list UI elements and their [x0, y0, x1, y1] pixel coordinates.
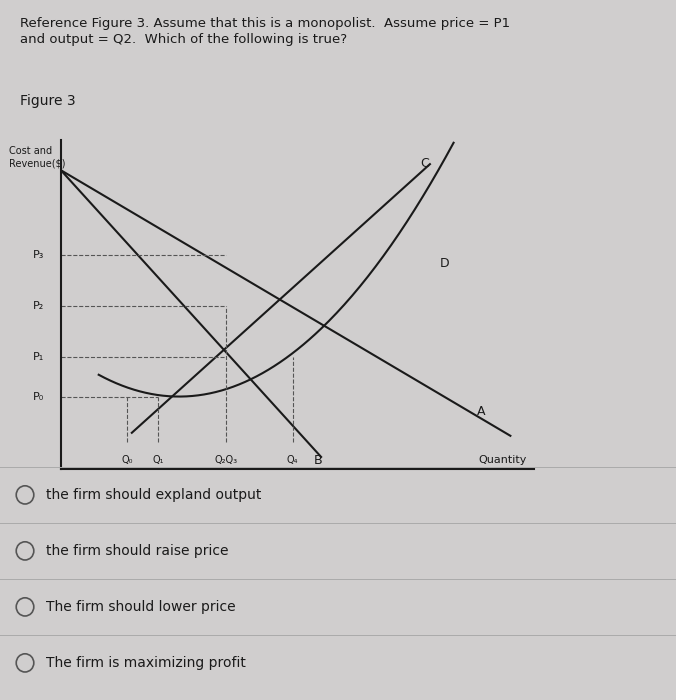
Text: the firm should raise price: the firm should raise price — [46, 544, 228, 558]
Text: Q₁: Q₁ — [152, 456, 164, 466]
Text: C: C — [420, 158, 429, 170]
Text: P₂: P₂ — [33, 301, 45, 311]
Text: B: B — [314, 454, 322, 467]
Text: P₁: P₁ — [33, 352, 45, 363]
Text: Quantity: Quantity — [479, 456, 527, 466]
Text: Cost and
Revenue($): Cost and Revenue($) — [9, 146, 66, 169]
Text: D: D — [439, 257, 449, 270]
Text: Reference Figure 3. Assume that this is a monopolist.  Assume price = P1
and out: Reference Figure 3. Assume that this is … — [20, 18, 510, 46]
Text: Q₄: Q₄ — [287, 456, 299, 466]
Text: The firm is maximizing profit: The firm is maximizing profit — [46, 656, 246, 670]
Text: the firm should expland output: the firm should expland output — [46, 488, 262, 502]
Text: P₀: P₀ — [33, 391, 45, 402]
Text: P₃: P₃ — [33, 250, 45, 260]
Text: A: A — [477, 405, 486, 418]
Text: Figure 3: Figure 3 — [20, 94, 76, 108]
Text: The firm should lower price: The firm should lower price — [46, 600, 236, 614]
Text: Q₀: Q₀ — [121, 456, 133, 466]
Text: Q₂Q₃: Q₂Q₃ — [215, 456, 238, 466]
